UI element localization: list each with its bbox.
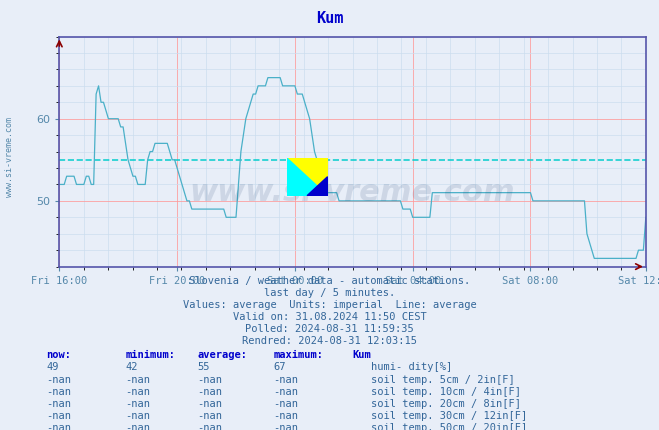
Text: -nan: -nan xyxy=(125,387,150,396)
Text: www.si-vreme.com: www.si-vreme.com xyxy=(190,178,515,208)
Text: -nan: -nan xyxy=(46,423,71,430)
Text: 67: 67 xyxy=(273,362,286,372)
Text: soil temp. 30cm / 12in[F]: soil temp. 30cm / 12in[F] xyxy=(371,411,527,421)
Text: www.si-vreme.com: www.si-vreme.com xyxy=(5,117,14,197)
Text: soil temp. 50cm / 20in[F]: soil temp. 50cm / 20in[F] xyxy=(371,423,527,430)
Text: soil temp. 20cm / 8in[F]: soil temp. 20cm / 8in[F] xyxy=(371,399,521,408)
Text: -nan: -nan xyxy=(125,399,150,408)
Text: Kum: Kum xyxy=(316,11,343,26)
Polygon shape xyxy=(287,158,328,196)
Text: last day / 5 minutes.: last day / 5 minutes. xyxy=(264,288,395,298)
Text: -nan: -nan xyxy=(273,375,299,384)
Text: Values: average  Units: imperial  Line: average: Values: average Units: imperial Line: av… xyxy=(183,300,476,310)
Text: Polled: 2024-08-31 11:59:35: Polled: 2024-08-31 11:59:35 xyxy=(245,324,414,334)
Text: -nan: -nan xyxy=(198,423,223,430)
Text: 42: 42 xyxy=(125,362,138,372)
Text: 49: 49 xyxy=(46,362,59,372)
Text: -nan: -nan xyxy=(273,411,299,421)
Text: soil temp. 10cm / 4in[F]: soil temp. 10cm / 4in[F] xyxy=(371,387,521,396)
Text: -nan: -nan xyxy=(198,387,223,396)
Text: soil temp. 5cm / 2in[F]: soil temp. 5cm / 2in[F] xyxy=(371,375,515,384)
Text: -nan: -nan xyxy=(198,411,223,421)
Text: -nan: -nan xyxy=(273,423,299,430)
Text: -nan: -nan xyxy=(46,399,71,408)
Text: maximum:: maximum: xyxy=(273,350,324,360)
Text: humi- dity[%]: humi- dity[%] xyxy=(371,362,452,372)
Text: -nan: -nan xyxy=(273,399,299,408)
Text: -nan: -nan xyxy=(125,375,150,384)
Text: Kum: Kum xyxy=(353,350,371,360)
Text: -nan: -nan xyxy=(125,411,150,421)
Text: now:: now: xyxy=(46,350,71,360)
Text: -nan: -nan xyxy=(46,375,71,384)
Polygon shape xyxy=(307,177,328,196)
Text: -nan: -nan xyxy=(46,411,71,421)
Text: -nan: -nan xyxy=(46,387,71,396)
Text: Rendred: 2024-08-31 12:03:15: Rendred: 2024-08-31 12:03:15 xyxy=(242,336,417,346)
Text: -nan: -nan xyxy=(273,387,299,396)
Text: minimum:: minimum: xyxy=(125,350,175,360)
Text: Valid on: 31.08.2024 11:50 CEST: Valid on: 31.08.2024 11:50 CEST xyxy=(233,312,426,322)
Text: -nan: -nan xyxy=(198,375,223,384)
Text: average:: average: xyxy=(198,350,248,360)
Text: -nan: -nan xyxy=(125,423,150,430)
Text: -nan: -nan xyxy=(198,399,223,408)
Text: 55: 55 xyxy=(198,362,210,372)
Text: Slovenia / weather data - automatic stations.: Slovenia / weather data - automatic stat… xyxy=(189,276,470,286)
